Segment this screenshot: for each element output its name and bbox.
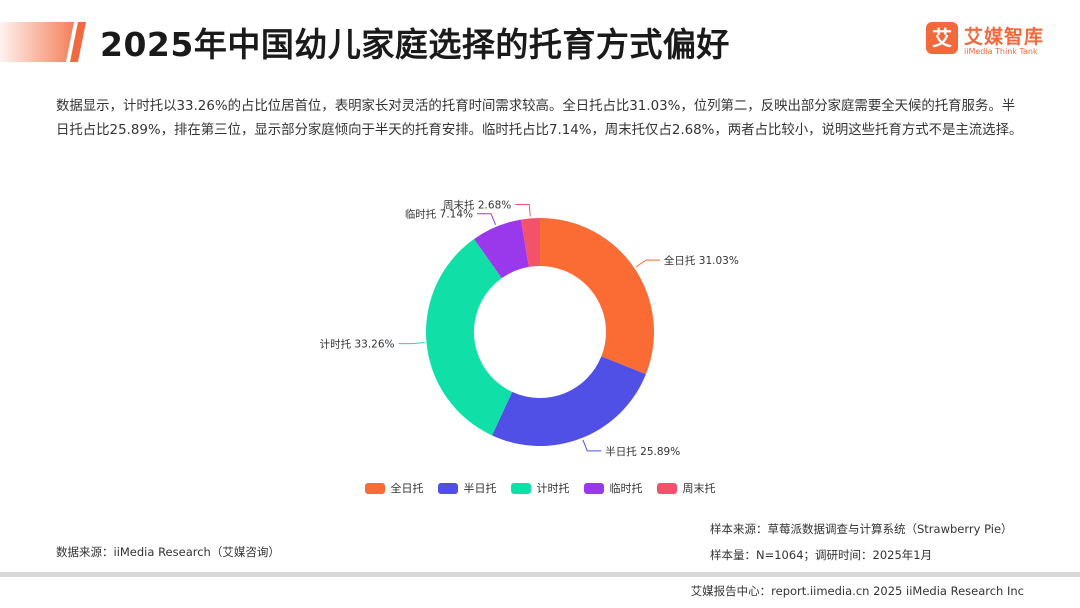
footer-divider xyxy=(0,572,1080,577)
legend-swatch xyxy=(656,482,677,494)
donut-chart-svg: 全日托 31.03% 半日托 25.89% 计时托 33.26% 临时托 7.14%周… xyxy=(320,198,739,458)
legend-label: 半日托 xyxy=(463,482,497,495)
iimedia-logo-icon: 艾 xyxy=(926,22,958,54)
legend-item-1[interactable]: 半日托 xyxy=(437,480,497,496)
donut-slice-1 xyxy=(491,356,646,446)
donut-slice-4 xyxy=(520,218,540,267)
leader-line-4 xyxy=(515,203,531,217)
header-accent xyxy=(0,22,86,62)
sample-info: 样本来源：草莓派数据调查与计算系统（Strawberry Pie） 样本量：N=… xyxy=(710,516,1013,568)
slice-label-1: 半日托 25.89% xyxy=(605,445,680,458)
donut-slice-0 xyxy=(540,218,654,375)
page-title: 2025年中国幼儿家庭选择的托育方式偏好 xyxy=(100,25,730,64)
legend-swatch xyxy=(437,482,458,494)
legend-item-4[interactable]: 周末托 xyxy=(656,480,716,496)
donut-slice-3 xyxy=(474,219,529,279)
summary-text: 数据显示，计时托以33.26%的占比位居首位，表明家长对灵活的托育时间需求较高。… xyxy=(56,99,1023,138)
legend-item-3[interactable]: 临时托 xyxy=(583,480,643,496)
donut-chart: 全日托 31.03% 半日托 25.89% 计时托 33.26% 临时托 7.14% 周… xyxy=(0,180,1080,480)
leader-line-0 xyxy=(635,259,660,268)
logo-name-en: iiMedia Think Tank xyxy=(964,47,1038,56)
legend-label: 计时托 xyxy=(536,482,570,495)
leader-line-3 xyxy=(477,213,497,226)
slice-label-3: 临时托 7.14% xyxy=(405,208,473,221)
legend-label: 周末托 xyxy=(682,482,716,495)
slice-label-0: 全日托 31.03% xyxy=(664,254,739,267)
logo-name-cn: 艾媒智库 xyxy=(964,26,1045,48)
data-source: 数据来源：iiMedia Research（艾媒咨询） xyxy=(56,545,280,559)
sample-size: 样本量：N=1064；调研时间：2025年1月 xyxy=(710,548,933,562)
legend-swatch xyxy=(510,482,531,494)
leader-line-1 xyxy=(582,439,602,452)
logo: 艾 艾媒智库 iiMedia Think Tank xyxy=(926,20,1046,64)
slice-label-4: 周末托 2.68% xyxy=(443,198,511,211)
legend-item-2[interactable]: 计时托 xyxy=(510,480,570,496)
legend-swatch xyxy=(364,482,385,494)
slice-label-2: 计时托 33.26% xyxy=(320,338,395,351)
sample-source: 样本来源：草莓派数据调查与计算系统（Strawberry Pie） xyxy=(710,522,1013,536)
legend-item-0[interactable]: 全日托 xyxy=(364,480,424,496)
legend-swatch xyxy=(583,482,604,494)
leader-line-2 xyxy=(398,342,425,345)
footer-text: 艾媒报告中心：report.iimedia.cn 2025 iiMedia Re… xyxy=(690,584,1024,598)
donut-slice-2 xyxy=(426,239,513,436)
legend-label: 临时托 xyxy=(609,482,643,495)
chart-legend: 全日托 半日托 计时托 临时托 周末托 xyxy=(0,480,1080,496)
legend-label: 全日托 xyxy=(390,482,424,495)
